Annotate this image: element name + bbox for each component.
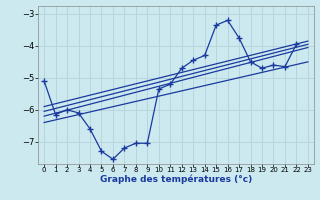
X-axis label: Graphe des températures (°c): Graphe des températures (°c) [100,174,252,184]
